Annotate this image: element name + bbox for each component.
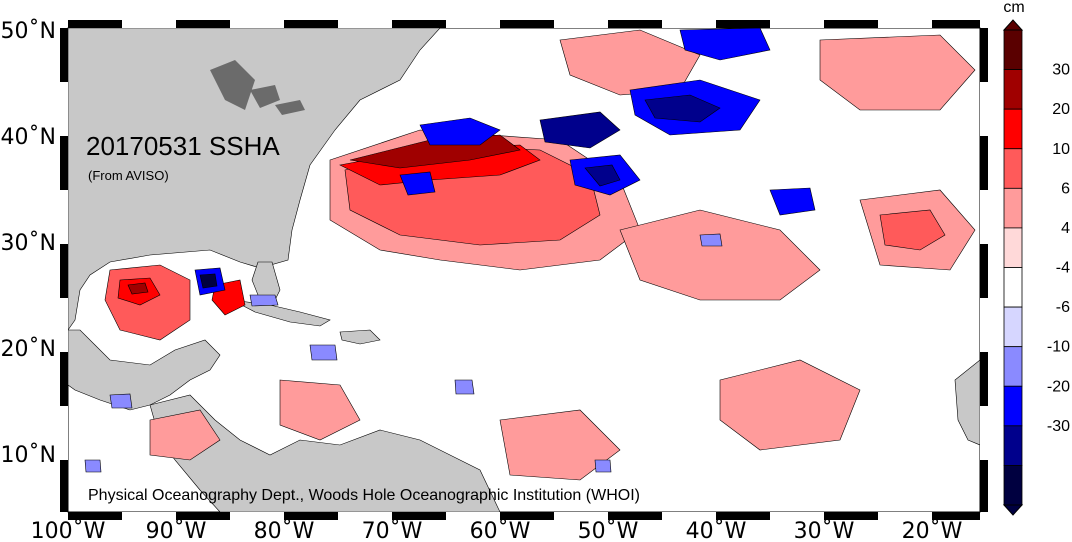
- cuba-land: [231, 299, 331, 327]
- colorbar-labels: 30 20 10 6 4 -4 -6 -10 -20 -30: [1047, 62, 1070, 435]
- map-area: [67, 27, 981, 513]
- great-lakes: [210, 60, 305, 115]
- colorbar-swatch: [1003, 425, 1023, 466]
- colorbar-label: -30: [1047, 418, 1070, 435]
- colorbar-bottom-arrow: [1002, 504, 1024, 516]
- lat-label: 50˚N: [1, 19, 56, 44]
- frame-ticks: [60, 20, 988, 520]
- colorbar-unit: cm: [1003, 0, 1024, 16]
- colorbar-label: 4: [1061, 220, 1070, 237]
- colorbar-swatch: [1003, 187, 1023, 229]
- map-subtitle: (From AVISO): [88, 168, 169, 183]
- lat-label: 10˚N: [1, 443, 56, 468]
- lon-label: 80˚W: [254, 519, 315, 542]
- colorbar-swatch: [1003, 306, 1023, 348]
- colorbar-label: 30: [1052, 62, 1070, 79]
- colorbar-top-arrow: [1002, 19, 1024, 31]
- lat-label: 20˚N: [1, 337, 56, 362]
- colorbar-swatch: [1003, 465, 1023, 506]
- colorbar: cm 30 20 10 6 4 -4 -6 -10 -20 -30: [1002, 0, 1070, 516]
- map-title: 20170531 SSHA: [86, 131, 280, 161]
- colorbar-swatch: [1003, 29, 1023, 70]
- colorbar-swatch: [1003, 108, 1023, 150]
- lon-label: 90˚W: [146, 519, 207, 542]
- lon-label: 50˚W: [578, 519, 639, 542]
- colorbar-swatch: [1003, 69, 1023, 110]
- colorbar-label: 20: [1052, 101, 1070, 118]
- lon-label: 70˚W: [362, 519, 423, 542]
- longitude-labels: 100˚W 90˚W 80˚W 70˚W 60˚W 50˚W 40˚W 30˚W…: [31, 519, 963, 542]
- colorbar-label: 6: [1061, 180, 1070, 197]
- africa-land: [954, 359, 980, 446]
- negative-anomalies: [84, 28, 816, 473]
- colorbar-swatch: [1003, 385, 1023, 427]
- colorbar-label: -4: [1056, 260, 1070, 277]
- positive-anomalies: [104, 29, 976, 481]
- colorbar-label: -10: [1047, 339, 1070, 356]
- hispaniola-land: [339, 329, 381, 345]
- credit-text: Physical Oceanography Dept., Woods Hole …: [88, 487, 640, 504]
- colorbar-swatch: [1003, 267, 1023, 308]
- lon-label: 40˚W: [686, 519, 747, 542]
- lon-label: 20˚W: [902, 519, 963, 542]
- latitude-labels: 50˚N 40˚N 30˚N 20˚N 10˚N: [1, 19, 56, 468]
- north-america-land: [68, 28, 441, 331]
- lon-label: 100˚W: [31, 519, 106, 542]
- colorbar-label: -6: [1056, 299, 1070, 316]
- colorbar-swatch: [1003, 227, 1023, 268]
- colorbar-swatch: [1003, 148, 1023, 189]
- mexico-land: [68, 329, 221, 411]
- colorbar-swatches: [1002, 19, 1024, 516]
- lat-label: 40˚N: [1, 125, 56, 150]
- lat-label: 30˚N: [1, 231, 56, 256]
- colorbar-swatch: [1003, 346, 1023, 387]
- colorbar-label: 10: [1052, 141, 1070, 158]
- lon-label: 30˚W: [794, 519, 855, 542]
- lon-label: 60˚W: [470, 519, 531, 542]
- colorbar-label: -20: [1047, 378, 1070, 395]
- central-south-america-land: [149, 394, 501, 512]
